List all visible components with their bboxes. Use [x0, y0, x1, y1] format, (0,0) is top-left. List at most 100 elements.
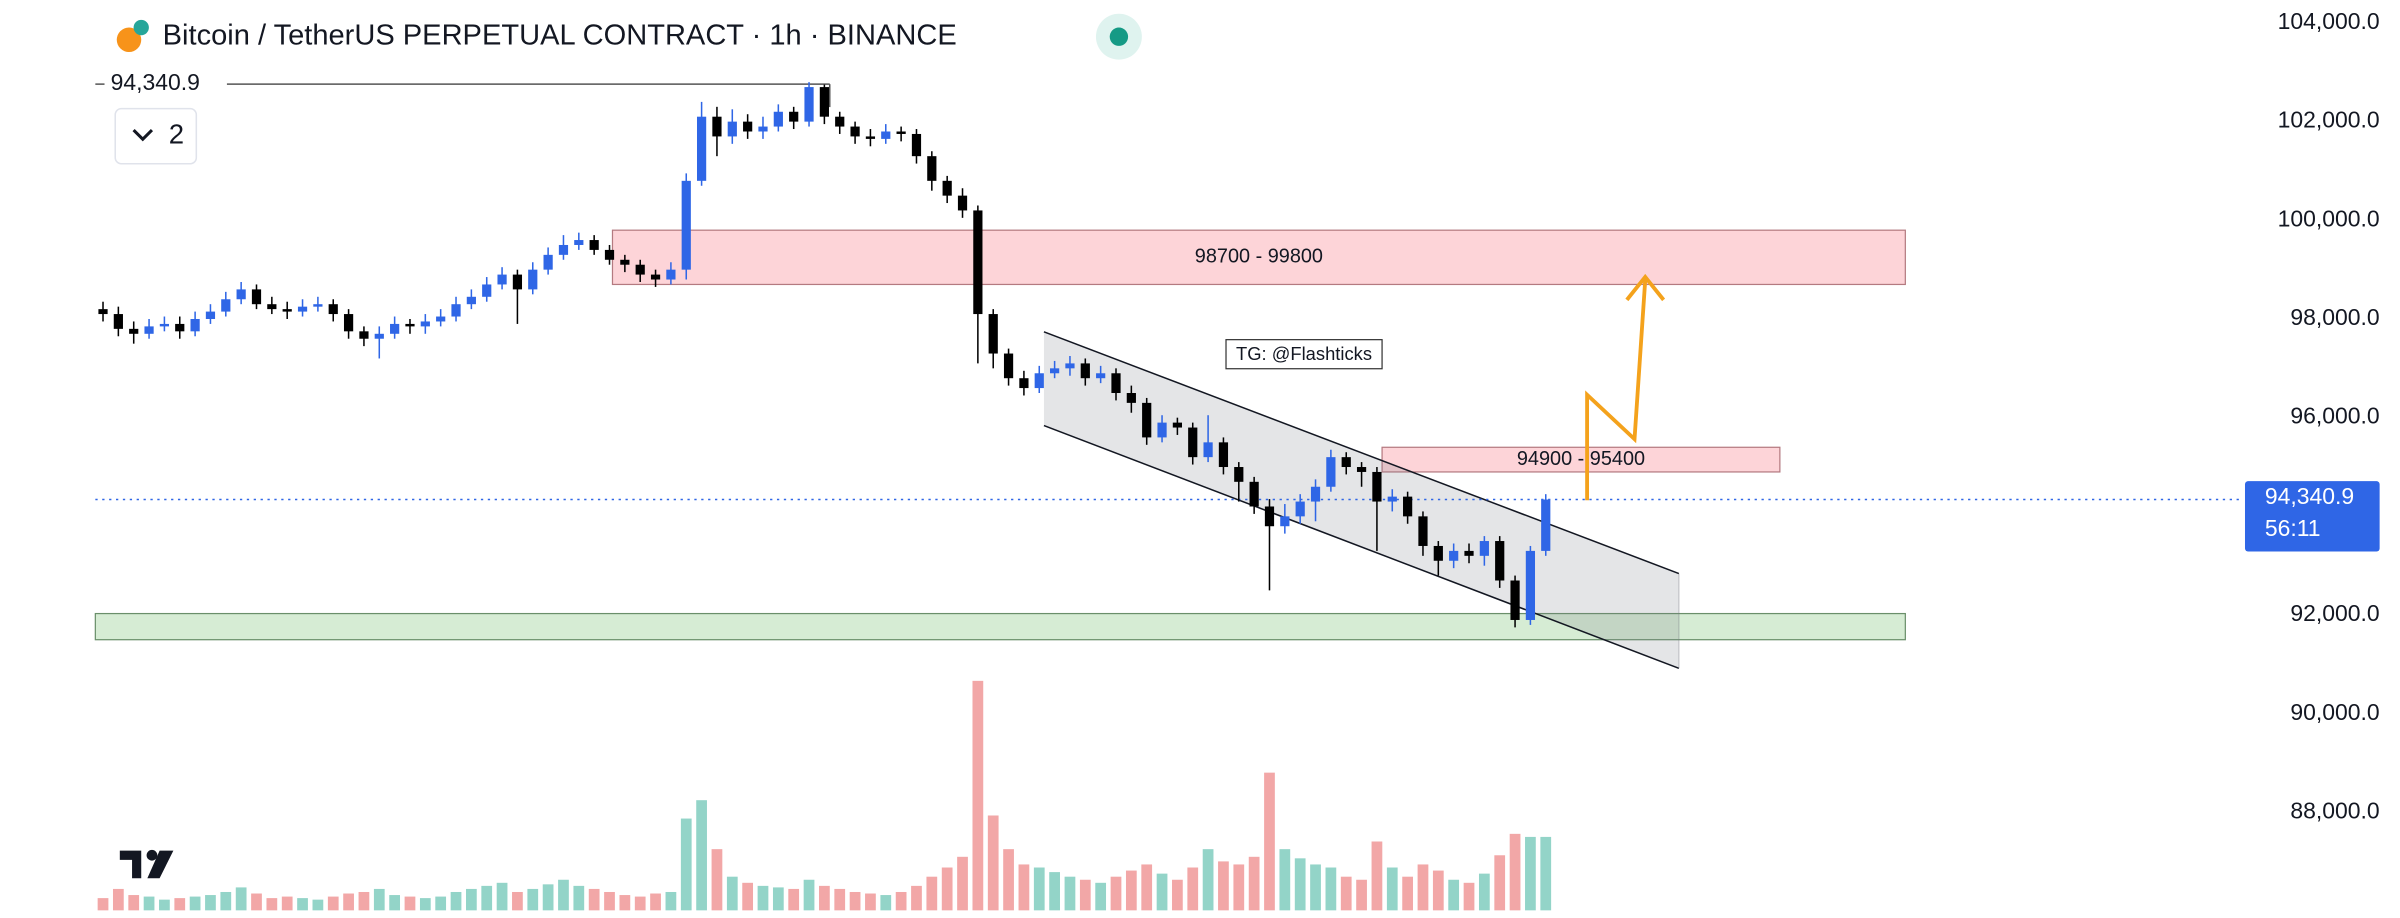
candle-body — [405, 323, 415, 327]
chart-title: Bitcoin / TetherUS PERPETUAL CONTRACT · … — [163, 19, 957, 51]
candle-body — [727, 121, 737, 137]
candle-body — [988, 314, 998, 354]
candle-body — [696, 116, 707, 181]
volume-bar — [1494, 855, 1506, 911]
candle-body — [574, 240, 584, 245]
price-line-label-bg — [104, 68, 227, 97]
volume-bar — [389, 895, 401, 911]
candle-body — [190, 318, 200, 332]
candle-body — [558, 244, 569, 255]
volume-bar — [573, 885, 585, 911]
volume-bar — [772, 887, 784, 911]
volume-bar — [266, 898, 278, 911]
candle-body — [1126, 393, 1136, 403]
candle-body — [1449, 550, 1459, 561]
y-tick-label: 96,000.0 — [2290, 403, 2379, 429]
volume-bar — [235, 887, 247, 911]
tv-logo — [119, 849, 174, 879]
candle-body — [865, 136, 876, 139]
candle-body — [1387, 496, 1397, 502]
y-tick-label: 100,000.0 — [2278, 205, 2380, 231]
candle-body — [896, 131, 906, 134]
candle-body — [804, 87, 814, 122]
candle-body — [1310, 486, 1321, 502]
volume-bar — [1478, 873, 1490, 911]
candle-body — [1479, 541, 1489, 556]
volume-bar — [588, 888, 600, 911]
candle-body — [911, 133, 922, 157]
candle-body — [1280, 516, 1290, 527]
coin-icon-badge — [133, 19, 149, 36]
candle-body — [359, 331, 369, 339]
volume-bar — [159, 899, 170, 911]
candle-body — [650, 274, 661, 280]
volume-bar — [1432, 870, 1444, 911]
volume-bar — [327, 896, 339, 911]
volume-bar — [373, 888, 385, 911]
volume-bar — [987, 815, 999, 911]
volume-bar — [1095, 882, 1107, 911]
candle-body — [819, 87, 829, 117]
candle-body — [543, 254, 553, 270]
candle-body — [1249, 481, 1259, 507]
volume-bar — [1356, 879, 1367, 911]
volume-bar — [619, 895, 631, 911]
candle-body — [1188, 427, 1198, 458]
volume-bar — [1049, 872, 1060, 911]
volume-bar — [1525, 836, 1536, 911]
volume-bar — [1172, 879, 1183, 911]
candle-body — [1034, 373, 1044, 389]
volume-bar — [297, 898, 308, 911]
last-price-tag — [2244, 481, 2380, 552]
volume-bar — [941, 867, 953, 911]
volume-bar — [343, 893, 354, 911]
candle-body — [113, 314, 123, 329]
zone-label: 94900 - 95400 — [1517, 448, 1645, 470]
volume-bar — [558, 879, 569, 911]
collapse-button[interactable] — [114, 107, 198, 165]
channel-line — [1043, 424, 1680, 670]
volume-bar — [496, 882, 508, 911]
candle-body — [1525, 550, 1536, 620]
volume-bar — [1448, 879, 1460, 911]
candle-body — [1157, 422, 1167, 438]
volume-bar — [665, 891, 677, 911]
volume-bar — [404, 896, 416, 911]
candle-body — [1234, 467, 1244, 482]
last-price-label: 94,340.9 — [2265, 483, 2354, 509]
status-dot — [1109, 27, 1129, 46]
candle-body — [881, 131, 891, 139]
volume-bar — [1003, 849, 1014, 911]
candle-body — [1403, 496, 1413, 517]
volume-bar — [834, 888, 846, 911]
candle-body — [1433, 545, 1443, 561]
volume-bar — [680, 818, 692, 911]
zone-label: 98700 - 99800 — [1195, 246, 1323, 268]
candle-body — [466, 296, 476, 305]
volume-bar — [1079, 879, 1091, 911]
candle-body — [835, 116, 845, 127]
y-tick-label: 90,000.0 — [2290, 699, 2379, 725]
volume-bar — [1033, 867, 1045, 911]
volume-bar — [1264, 772, 1275, 911]
candle-body — [973, 210, 983, 315]
volume-bar — [972, 680, 984, 911]
candle-body — [1142, 402, 1152, 438]
volume-bar — [512, 891, 523, 911]
volume-bar — [650, 893, 661, 911]
zone — [94, 612, 1906, 641]
candle-body — [620, 259, 630, 265]
candle-body — [1203, 442, 1213, 458]
candle-body — [773, 111, 783, 127]
candle-body — [850, 126, 860, 137]
volume-bar — [880, 895, 892, 911]
zone — [1381, 446, 1781, 473]
volume-bar — [819, 885, 830, 911]
volume-bar — [1202, 849, 1214, 911]
volume-bar — [1279, 849, 1291, 911]
y-tick-label: 102,000.0 — [2278, 107, 2380, 133]
candle-body — [666, 269, 676, 280]
candle-body — [957, 195, 968, 211]
y-tick-label: 92,000.0 — [2290, 600, 2379, 626]
